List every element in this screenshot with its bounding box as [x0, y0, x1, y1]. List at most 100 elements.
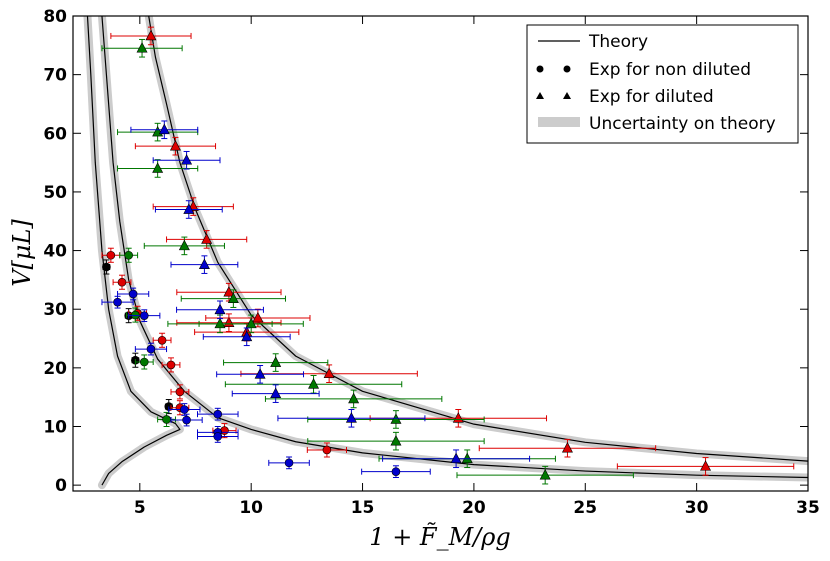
diluted-green-point [117, 122, 199, 142]
triangle-marker [241, 330, 253, 342]
y-tick-label: 10 [43, 417, 67, 437]
non-diluted-blue-point [197, 430, 239, 443]
non-diluted-green-point [119, 247, 139, 263]
circle-marker [102, 262, 111, 272]
y-tick-label: 70 [43, 66, 67, 86]
triangle-marker [214, 303, 226, 315]
triangle-marker [136, 42, 148, 53]
diluted-red-point [110, 26, 192, 46]
legend-uncertainty-swatch [538, 117, 580, 127]
non-diluted-blue-point [101, 295, 134, 309]
non-diluted-blue-point [117, 287, 150, 301]
legend: Theory Exp for non diluted Exp for dilut… [526, 24, 799, 144]
legend-nondiluted-marker-2 [563, 65, 571, 73]
triangle-marker [270, 356, 282, 367]
diluted-green-point [143, 236, 225, 256]
circle-marker [180, 405, 189, 414]
diluted-green-point [101, 38, 183, 58]
diluted-green-point [307, 431, 485, 451]
triangle-marker [450, 452, 462, 464]
non-diluted-blue-point [268, 456, 310, 470]
circle-marker [175, 387, 185, 397]
triangle-marker [158, 123, 170, 135]
non-diluted-blue-point [361, 465, 431, 479]
x-tick-label: 35 [796, 498, 820, 518]
non-diluted-black-point [102, 259, 111, 275]
triangle-marker [245, 317, 257, 329]
diluted-blue-point [152, 150, 221, 170]
legend-uncertainty-label: Uncertainty on theory [589, 114, 776, 134]
non-diluted-blue-point [170, 413, 203, 427]
y-tick-label: 0 [55, 476, 67, 496]
circle-marker [166, 360, 176, 370]
non-diluted-blue-point [128, 309, 161, 323]
diluted-blue-point [202, 327, 291, 347]
diluted-blue-point [176, 300, 264, 320]
triangle-marker [390, 435, 402, 446]
circle-marker [162, 415, 171, 424]
x-tick-label: 25 [573, 498, 597, 518]
triangle-marker [169, 140, 181, 151]
circle-marker [124, 250, 133, 260]
circle-marker [139, 311, 149, 320]
circle-marker [106, 250, 116, 260]
x-axis-title: 1 + F̃_M/ρg [369, 523, 510, 551]
legend-nondiluted-label: Exp for non diluted [589, 60, 751, 80]
triangle-marker [227, 292, 239, 303]
diluted-blue-point [231, 384, 320, 403]
triangle-marker [348, 392, 360, 404]
non-diluted-blue-point [168, 403, 201, 416]
diluted-green-point [264, 389, 443, 409]
diluted-blue-point [130, 120, 199, 140]
diluted-blue-point [154, 200, 223, 219]
legend-diluted-label: Exp for diluted [589, 87, 714, 107]
triangle-marker [198, 258, 210, 269]
non-diluted-red-point [112, 274, 132, 290]
triangle-marker [223, 286, 235, 297]
x-tick-label: 15 [351, 498, 375, 518]
circle-marker [322, 445, 332, 455]
diluted-green-point [223, 353, 329, 372]
circle-marker [391, 467, 401, 476]
circle-marker [146, 344, 156, 354]
circle-marker [213, 432, 223, 441]
triangle-marker [252, 311, 264, 323]
triangle-marker [270, 387, 282, 398]
y-tick-label: 60 [43, 124, 67, 144]
theory-2-line [101, 16, 808, 479]
non-diluted-red-point [170, 384, 190, 400]
diluted-red-point [166, 230, 248, 249]
circle-marker [139, 357, 149, 367]
diluted-blue-point [216, 365, 305, 384]
legend-nondiluted-marker-1 [536, 65, 544, 73]
diluted-blue-point [170, 255, 239, 274]
y-axis-title: V[μL] [8, 219, 36, 287]
triangle-marker [181, 154, 193, 165]
y-axis-label: V[μL] [8, 219, 36, 287]
triangle-marker [152, 162, 164, 173]
triangle-marker [214, 317, 226, 329]
triangle-marker [201, 233, 213, 244]
x-tick-label: 10 [239, 498, 263, 518]
triangle-marker [145, 29, 157, 41]
triangle-marker [700, 460, 712, 471]
x-tick-label: 20 [462, 498, 486, 518]
diluted-red-point [478, 438, 657, 458]
y-tick-label: 40 [43, 242, 67, 262]
non-diluted-green-point [157, 411, 176, 427]
non-diluted-red-point [161, 357, 181, 373]
x-tick-label: 30 [685, 498, 709, 518]
triangle-marker [461, 452, 473, 464]
diluted-red-point [616, 457, 795, 476]
triangle-marker [223, 316, 235, 327]
diluted-green-point [198, 314, 304, 334]
diluted-red-point [176, 282, 282, 302]
circle-marker [113, 297, 122, 307]
triangle-marker [308, 378, 320, 389]
circle-marker [157, 335, 167, 345]
triangle-marker [561, 442, 573, 453]
non-diluted-blue-point [197, 407, 239, 421]
non-diluted-blue-point [134, 342, 168, 356]
y-tick-label: 20 [43, 359, 67, 379]
